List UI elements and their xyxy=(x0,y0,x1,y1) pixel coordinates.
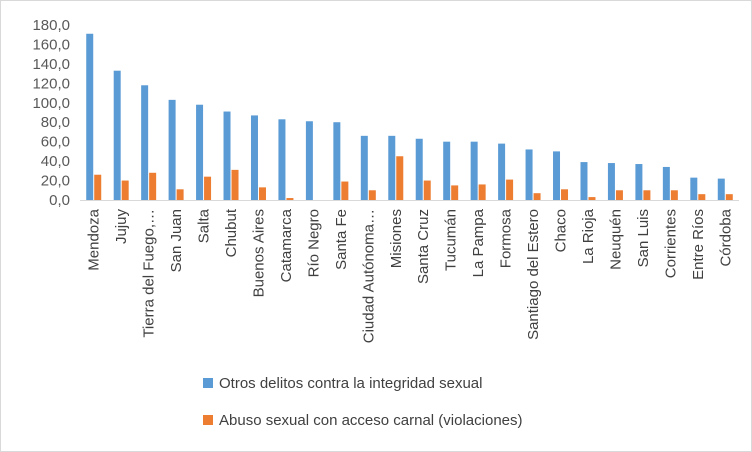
x-category-label: Río Negro xyxy=(305,209,322,277)
x-category-label: Entre Ríos xyxy=(690,209,707,280)
bar-otros-delitos xyxy=(278,119,286,200)
bar-abuso-sexual xyxy=(286,198,294,200)
bar-abuso-sexual xyxy=(149,172,157,200)
y-tick-label: 20,0 xyxy=(41,173,70,190)
bar-abuso-sexual xyxy=(258,187,266,200)
legend-label-abuso-sexual: Abuso sexual con acceso carnal (violacio… xyxy=(219,412,523,429)
y-tick-label: 40,0 xyxy=(41,153,70,170)
bar-otros-delitos xyxy=(196,104,204,200)
bar-otros-delitos xyxy=(525,149,533,200)
bar-otros-delitos xyxy=(498,143,506,200)
x-category-label: Corrientes xyxy=(662,209,679,278)
x-category-label: Catamarca xyxy=(278,208,295,282)
y-tick-label: 120,0 xyxy=(32,75,70,92)
legend-label-otros-delitos: Otros delitos contra la integridad sexua… xyxy=(219,375,482,392)
bar-abuso-sexual xyxy=(698,194,706,200)
bar-otros-delitos xyxy=(690,177,698,200)
bar-abuso-sexual xyxy=(533,193,541,200)
x-category-label: Tucumán xyxy=(443,209,460,271)
bar-abuso-sexual xyxy=(94,174,102,200)
x-category-label: Córdoba xyxy=(717,208,734,266)
x-category-label: Chaco xyxy=(553,209,570,252)
x-category-label: Ciudad Autónoma… xyxy=(360,209,377,343)
y-tick-label: 80,0 xyxy=(41,114,70,131)
bar-abuso-sexual xyxy=(368,190,376,200)
x-category-label: San Juan xyxy=(168,209,185,272)
bar-abuso-sexual xyxy=(176,189,184,200)
bar-otros-delitos xyxy=(580,162,588,200)
bar-otros-delitos xyxy=(607,163,615,200)
bar-otros-delitos xyxy=(360,135,368,200)
x-category-label: Salta xyxy=(196,208,213,243)
bar-abuso-sexual xyxy=(451,185,459,200)
x-category-label: Chubut xyxy=(223,208,240,257)
bar-otros-delitos xyxy=(333,122,341,200)
x-category-label: Santa Cruz xyxy=(415,209,432,284)
x-category-label: Misiones xyxy=(388,209,405,268)
y-tick-label: 140,0 xyxy=(32,56,70,73)
bar-abuso-sexual xyxy=(561,189,569,200)
bar-abuso-sexual xyxy=(478,184,486,200)
bar-otros-delitos xyxy=(717,178,725,200)
x-category-label: Jujuy xyxy=(113,209,130,245)
bar-otros-delitos xyxy=(86,33,94,200)
bar-otros-delitos xyxy=(635,164,643,200)
bar-abuso-sexual xyxy=(615,190,623,200)
bar-otros-delitos xyxy=(141,85,149,200)
x-category-label: Mendoza xyxy=(86,208,103,270)
bar-abuso-sexual xyxy=(231,169,239,200)
y-tick-label: 100,0 xyxy=(32,95,70,112)
x-category-label: Neuquén xyxy=(607,209,624,270)
bar-otros-delitos xyxy=(250,115,258,200)
bar-abuso-sexual xyxy=(341,181,349,200)
bar-abuso-sexual xyxy=(204,176,212,200)
bar-otros-delitos xyxy=(223,111,231,200)
bar-abuso-sexual xyxy=(725,194,733,200)
bar-otros-delitos xyxy=(553,151,561,200)
bar-otros-delitos xyxy=(470,141,478,200)
bar-otros-delitos xyxy=(443,141,451,200)
bar-otros-delitos xyxy=(168,99,176,200)
y-tick-label: 180,0 xyxy=(32,17,70,34)
bar-abuso-sexual xyxy=(588,197,596,200)
bar-abuso-sexual xyxy=(423,180,431,200)
bar-abuso-sexual xyxy=(670,190,678,200)
legend-swatch-otros-delitos xyxy=(203,378,213,388)
x-category-label: San Luis xyxy=(635,209,652,267)
x-category-label: Santiago del Estero xyxy=(525,209,542,340)
bar-otros-delitos xyxy=(662,166,670,200)
y-tick-label: 0,0 xyxy=(49,192,70,209)
bar-otros-delitos xyxy=(305,121,313,200)
x-category-label: Tierra del Fuego,… xyxy=(141,209,158,338)
bar-abuso-sexual xyxy=(643,190,651,200)
x-category-label: La Rioja xyxy=(580,208,597,264)
x-category-label: Buenos Aires xyxy=(250,209,267,297)
bar-otros-delitos xyxy=(415,138,423,200)
bar-abuso-sexual xyxy=(396,156,404,200)
legend-swatch-abuso-sexual xyxy=(203,415,213,425)
bar-abuso-sexual xyxy=(121,180,129,200)
x-category-label: La Pampa xyxy=(470,208,487,277)
bar-otros-delitos xyxy=(113,70,121,200)
x-category-label: Formosa xyxy=(498,208,515,268)
y-tick-label: 60,0 xyxy=(41,134,70,151)
x-category-label: Santa Fe xyxy=(333,209,350,270)
bar-abuso-sexual xyxy=(506,179,514,200)
y-tick-label: 160,0 xyxy=(32,36,70,53)
bar-otros-delitos xyxy=(388,135,396,200)
